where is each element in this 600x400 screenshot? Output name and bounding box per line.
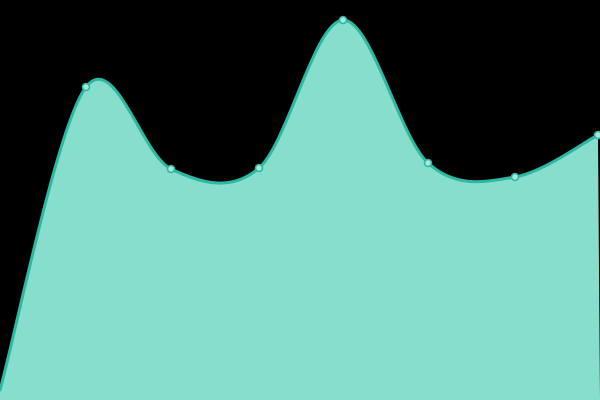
data-point-marker [593,130,600,140]
data-point-marker [166,164,176,174]
data-point-marker [254,163,264,173]
area-fill [0,19,600,400]
series-line [0,18,600,392]
data-point-markers [81,15,600,182]
data-point-marker [510,172,520,182]
data-point-marker [423,158,433,168]
data-point-marker [81,82,91,92]
data-point-marker [338,15,348,25]
